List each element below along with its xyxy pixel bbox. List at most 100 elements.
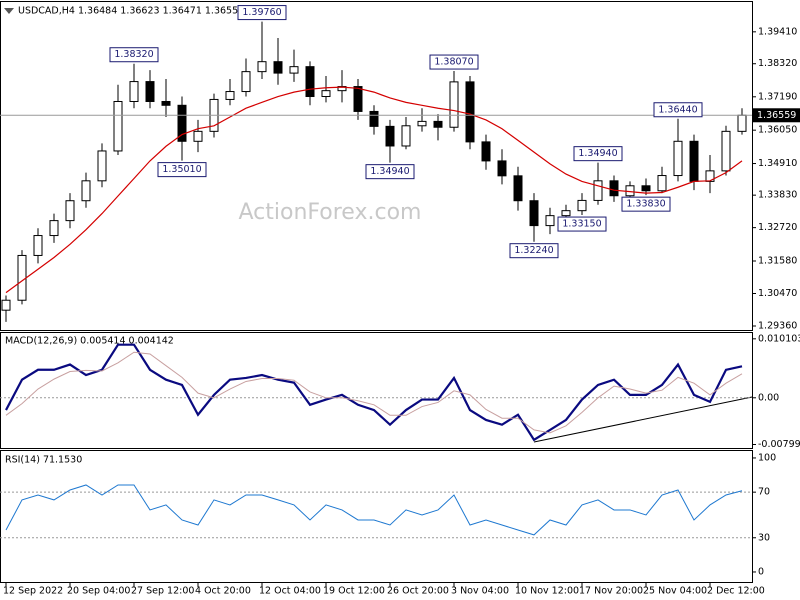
annotation-box — [429, 54, 479, 70]
candle-body — [129, 81, 139, 102]
rsi-title: RSI(14) 71.1530 — [5, 455, 82, 466]
watermark: ActionForex.com — [239, 200, 422, 225]
y-tick-label: 0.010103 — [758, 333, 800, 344]
candle-body — [113, 100, 123, 152]
y-tick-label: 30 — [758, 532, 770, 543]
y-tick-label: 1.30470 — [758, 288, 797, 299]
y-tick-label: 1.36050 — [758, 125, 797, 136]
x-tick-label: 19 Oct 12:00 — [323, 586, 385, 597]
candle-body — [737, 114, 747, 132]
y-tick-label: 0.00 — [758, 392, 779, 403]
x-tick-label: 10 Nov 12:00 — [515, 586, 579, 597]
y-tick-label: 1.31580 — [758, 256, 797, 267]
y-tick-label: 1.33830 — [758, 190, 797, 201]
annotation-label: 1.34940 — [578, 148, 617, 159]
candle-body — [81, 180, 91, 202]
y-tick-label: 1.37190 — [758, 91, 797, 102]
candle-body — [225, 91, 235, 100]
y-tick-label: 1.29360 — [758, 320, 797, 331]
annotation-box — [109, 47, 159, 63]
annotation-box — [653, 102, 703, 118]
x-tick-label: 27 Sep 12:00 — [131, 586, 194, 597]
x-tick-label: 4 Oct 20:00 — [195, 586, 251, 597]
candle-body — [657, 175, 667, 192]
candle-body — [17, 254, 27, 301]
annotation-label: 1.33830 — [626, 199, 665, 210]
candle-body — [49, 220, 59, 237]
candle-body — [513, 175, 523, 202]
candle-body — [161, 100, 171, 106]
candle-body — [177, 104, 187, 142]
x-tick-label: 12 Sep 2022 — [3, 586, 63, 597]
candle-body — [529, 200, 539, 227]
candle-body — [545, 215, 555, 227]
y-tick-label: 1.32720 — [758, 222, 797, 233]
candle-body — [401, 125, 411, 147]
candle-body — [145, 81, 155, 102]
y-tick-label: 100 — [758, 452, 776, 463]
candle-body — [689, 140, 699, 182]
macd-title: MACD(12,26,9) 0.005414 0.004142 — [5, 336, 174, 347]
price-panel — [0, 1, 753, 331]
annotation-box — [237, 5, 287, 21]
candle-body — [625, 185, 635, 197]
annotation-box — [157, 162, 207, 178]
candle-body — [497, 160, 507, 177]
candle-body — [641, 185, 651, 192]
candle-body — [385, 125, 395, 147]
candle-body — [33, 235, 43, 256]
candle-body — [321, 90, 331, 98]
candle-body — [433, 120, 443, 128]
x-tick-label: 17 Nov 20:00 — [579, 586, 643, 597]
candle-body — [257, 61, 267, 73]
candle-body — [481, 141, 491, 162]
annotation-label: 1.35010 — [162, 164, 201, 175]
title-icon — [4, 8, 14, 14]
candle-body — [273, 61, 283, 74]
x-tick-label: 20 Sep 04:00 — [67, 586, 130, 597]
x-tick-label: 25 Nov 04:00 — [643, 586, 707, 597]
annotation-box — [557, 216, 607, 232]
macd-panel — [0, 332, 753, 449]
candle-body — [97, 150, 107, 182]
candle-body — [1, 299, 11, 311]
y-tick-label: -0.007998 — [758, 439, 800, 450]
candle-body — [673, 140, 683, 177]
annotation-box — [621, 196, 671, 212]
x-tick-label: 2 Dec 12:00 — [707, 586, 765, 597]
candle-body — [353, 86, 363, 112]
candle-body — [577, 199, 587, 212]
y-tick-label: 1.39410 — [758, 26, 797, 37]
candle-body — [369, 110, 379, 127]
indicator-line — [5, 351, 743, 434]
rsi-panel — [0, 450, 753, 583]
annotation-label: 1.34940 — [370, 166, 409, 177]
annotation-label: 1.36440 — [658, 104, 697, 115]
y-tick-label: 70 — [758, 487, 770, 498]
chart-title: USDCAD,H4 1.36484 1.36623 1.36471 1.3655… — [18, 6, 244, 17]
candle-body — [241, 71, 251, 93]
x-tick-label: 26 Oct 20:00 — [387, 586, 449, 597]
annotation-box — [365, 164, 415, 180]
candle-body — [609, 180, 619, 197]
candle-body — [561, 210, 571, 217]
candle-body — [289, 66, 299, 74]
candle-body — [193, 130, 203, 142]
x-tick-label: 3 Nov 04:00 — [451, 586, 509, 597]
annotation-label: 1.38070 — [434, 57, 473, 68]
candle-body — [65, 200, 75, 222]
moving-average — [5, 86, 743, 294]
y-tick-label: 1.34910 — [758, 158, 797, 169]
y-tick-label: 0 — [758, 566, 764, 577]
indicator-line — [5, 343, 743, 442]
indicator-line — [5, 484, 743, 536]
candle-body — [593, 180, 603, 201]
annotation-box — [509, 243, 559, 259]
trend-line — [533, 396, 753, 443]
candle-body — [305, 66, 315, 98]
candle-body — [449, 81, 459, 128]
annotation-label: 1.39760 — [242, 7, 281, 18]
annotation-label: 1.38320 — [114, 49, 153, 60]
